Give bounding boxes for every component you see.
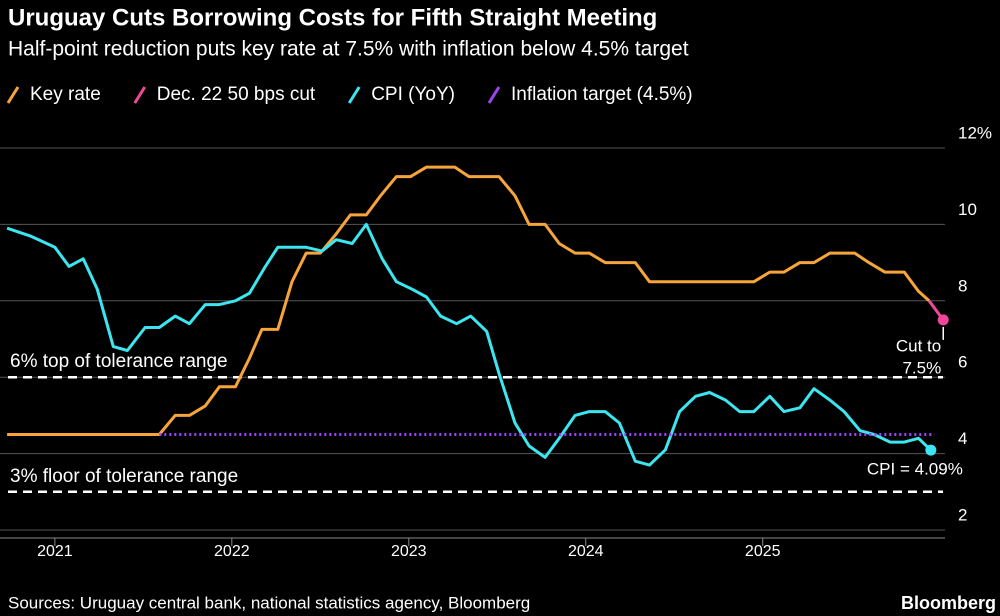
end-marker <box>925 444 937 456</box>
x-tick-label: 2022 <box>214 543 250 560</box>
annotation: CPI = 4.09% <box>867 460 963 479</box>
line-series <box>6 222 932 467</box>
legend-swatch <box>133 86 147 104</box>
y-tick-label: 10 <box>958 200 977 219</box>
x-tick-label: 2023 <box>391 543 427 560</box>
y-tick-label: 2 <box>958 505 967 524</box>
end-marker <box>937 314 949 326</box>
chart-subtitle: Half-point reduction puts key rate at 7.… <box>8 38 689 61</box>
chart-title: Uruguay Cuts Borrowing Costs for Fifth S… <box>8 4 657 31</box>
x-tick-label: 2021 <box>37 543 73 560</box>
y-tick-label: 4 <box>958 429 967 448</box>
reference-label: 6% top of tolerance range <box>10 351 228 372</box>
source: Sources: Uruguay central bank, national … <box>8 593 530 612</box>
legend-swatch <box>347 86 361 104</box>
y-tick-label: 8 <box>958 276 967 295</box>
annotation: 7.5% <box>902 358 941 377</box>
line-series <box>7 165 931 436</box>
annotation: Cut to <box>896 336 941 355</box>
x-tick-label: 2024 <box>568 543 604 560</box>
reference-label: 3% floor of tolerance range <box>10 466 238 487</box>
x-tick-label: 2025 <box>745 543 781 560</box>
brand: Bloomberg <box>901 593 996 613</box>
legend-swatch <box>487 86 501 104</box>
legend-swatch <box>6 86 20 104</box>
y-tick-label: 6 <box>958 353 967 372</box>
y-tick-label: 12% <box>958 123 992 142</box>
legend-label: Key rate <box>30 84 101 105</box>
legend-label: Dec. 22 50 bps cut <box>157 84 316 105</box>
legend-label: Inflation target (4.5%) <box>511 84 693 105</box>
legend-label: CPI (YoY) <box>371 84 455 105</box>
